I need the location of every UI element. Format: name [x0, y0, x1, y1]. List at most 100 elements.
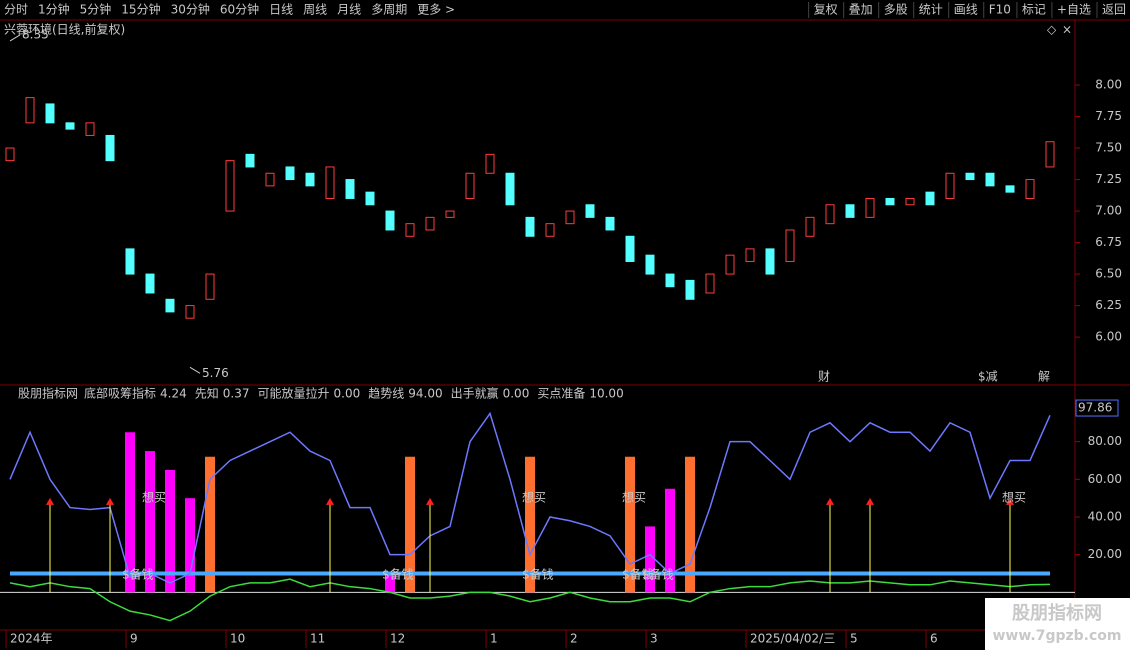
extreme-label: 8.35	[22, 27, 49, 41]
candle	[405, 223, 415, 237]
legend-name: 出手就赢	[451, 386, 499, 401]
legend-value: 0.00	[503, 387, 530, 401]
toolbar-button[interactable]: 统计	[919, 3, 943, 17]
toolbar-button[interactable]: 标记	[1022, 3, 1046, 17]
badge: 财	[818, 370, 830, 384]
y-tick-label: 6.75	[1095, 235, 1122, 249]
tab[interactable]: 30分钟	[171, 2, 210, 17]
legend-name: 可能放量拉升	[257, 386, 329, 401]
y-tick-label: 6.50	[1095, 267, 1122, 281]
annotation: $备钱	[622, 567, 654, 582]
annotation: 想买	[622, 490, 646, 505]
tab[interactable]: 周线	[303, 3, 327, 17]
candle	[425, 216, 435, 231]
icon[interactable]: ×	[1062, 23, 1072, 37]
candle	[45, 103, 55, 124]
bar	[385, 573, 395, 593]
current-box	[1075, 399, 1119, 417]
y-tick-label: 8.00	[1095, 78, 1122, 92]
candle	[5, 147, 15, 162]
candle	[485, 153, 495, 174]
toolbar-button[interactable]: F10	[989, 3, 1011, 17]
legend-value: 94.00	[408, 387, 442, 401]
bar	[165, 469, 175, 593]
tab[interactable]: 多周期	[371, 3, 407, 17]
toolbar-button[interactable]: +自选	[1057, 3, 1091, 17]
candle	[305, 172, 315, 187]
candle	[765, 248, 775, 275]
candle	[245, 153, 255, 168]
candle	[845, 204, 855, 218]
x-tick-label: 5	[850, 632, 858, 646]
candle	[345, 179, 355, 199]
x-tick-label: 10	[230, 632, 245, 646]
x-tick-label: 6	[930, 632, 938, 646]
candle	[925, 191, 935, 206]
tab[interactable]: 1分钟	[38, 2, 70, 17]
tab[interactable]: 60分钟	[220, 2, 259, 17]
annotation: $备钱	[522, 567, 554, 582]
y-tick-label: 7.75	[1095, 109, 1122, 123]
legend-value: 0.00	[334, 387, 361, 401]
signal-head	[46, 497, 54, 505]
candle	[905, 197, 915, 206]
extreme-pointer	[189, 366, 201, 374]
x-tick-label: 11	[310, 632, 325, 646]
candle	[445, 210, 455, 218]
toolbar-button[interactable]: 多股	[884, 3, 908, 17]
candle	[285, 166, 295, 181]
candle	[365, 191, 375, 206]
signal-head	[426, 497, 434, 505]
tab[interactable]: 分时	[4, 3, 28, 17]
candle	[265, 172, 275, 187]
candle	[685, 279, 695, 300]
y-tick-label: 7.00	[1095, 204, 1122, 218]
toolbar-button[interactable]: 叠加	[849, 3, 873, 17]
tab[interactable]: 5分钟	[80, 2, 112, 17]
tab[interactable]: 更多 >	[417, 3, 455, 17]
candle	[165, 298, 175, 313]
tab[interactable]: 月线	[337, 3, 361, 17]
x-tick-label: 9	[130, 632, 138, 646]
toolbar-button[interactable]: 画线	[954, 3, 978, 17]
candle	[785, 229, 795, 262]
candle	[385, 210, 395, 231]
legend-name: 趋势线	[368, 387, 404, 401]
watermark-box	[985, 598, 1130, 650]
toolbar-button[interactable]: 复权	[814, 3, 838, 17]
toolbar-button[interactable]: 返回	[1102, 3, 1126, 17]
candle	[505, 172, 515, 206]
candle	[65, 122, 75, 130]
bar	[145, 451, 155, 593]
y-tick-label: 7.25	[1095, 172, 1122, 186]
candle	[805, 216, 815, 237]
signal-head	[1006, 497, 1014, 505]
icon[interactable]: ◇	[1047, 23, 1057, 37]
candle	[585, 204, 595, 218]
y-tick-label: 6.00	[1095, 330, 1122, 344]
candle	[465, 172, 475, 199]
signal-head	[106, 497, 114, 505]
candle	[325, 166, 335, 199]
x-tick-label: 12	[390, 632, 405, 646]
annotation: 想买	[522, 490, 546, 505]
x-tick-label: 1	[490, 632, 498, 646]
candle	[1045, 141, 1055, 168]
candle	[865, 197, 875, 218]
x-tick-label: 2	[570, 632, 578, 646]
watermark-url: www.7gpzb.com	[992, 628, 1121, 644]
bar	[645, 526, 655, 593]
y-tick-label: 7.50	[1095, 141, 1122, 155]
candle	[725, 254, 735, 275]
tab[interactable]: 15分钟	[121, 2, 160, 17]
candle	[85, 122, 95, 136]
tab[interactable]: 日线	[269, 3, 293, 17]
candle	[945, 172, 955, 199]
candle	[745, 248, 755, 262]
candle	[25, 97, 35, 124]
extreme-pointer	[9, 34, 21, 42]
candle	[1025, 179, 1035, 199]
candle	[705, 273, 715, 294]
